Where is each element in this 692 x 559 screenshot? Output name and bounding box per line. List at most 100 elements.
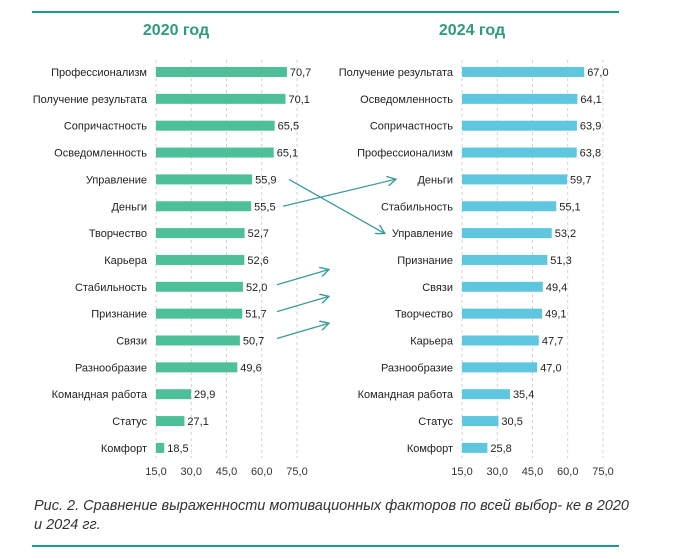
category-label: Деньги [111, 201, 147, 213]
data-label: 53,2 [555, 228, 576, 240]
x-tick-label: 15,0 [451, 466, 472, 478]
data-label: 50,7 [243, 336, 264, 348]
bar [156, 335, 240, 346]
data-label: 35,4 [513, 389, 534, 401]
bar [462, 174, 568, 185]
data-label: 49,1 [545, 309, 566, 321]
bar [462, 254, 548, 265]
data-label: 64,1 [580, 94, 601, 106]
bar [156, 362, 238, 373]
bar [462, 147, 577, 158]
bar [462, 67, 585, 77]
data-label: 59,7 [570, 174, 591, 186]
bar [156, 389, 192, 400]
bar [462, 281, 543, 292]
category-label: Разнообразие [381, 362, 453, 374]
x-tick-label: 75,0 [592, 466, 613, 478]
category-label: Стабильность [75, 282, 147, 294]
data-label: 52,0 [246, 282, 267, 294]
chart-2020: 2020 год Профессионализм 70,7 Получение рез… [33, 22, 312, 478]
data-label: 47,7 [542, 336, 563, 348]
chart-2024: 2024 год Получение результата 67,0 Осведомл… [339, 22, 614, 478]
category-label: Творчество [395, 309, 453, 321]
category-label: Получение результата [33, 94, 148, 106]
bar [156, 228, 245, 239]
bar [462, 442, 488, 453]
data-label: 55,5 [254, 201, 275, 213]
bar [156, 442, 165, 453]
data-label: 30,5 [501, 416, 522, 428]
data-label: 70,1 [288, 94, 309, 106]
chart-title: 2020 год [143, 22, 209, 39]
x-tick-label: 45,0 [216, 466, 237, 478]
bar [462, 228, 552, 239]
bar [156, 416, 185, 427]
x-tick-label: 45,0 [522, 466, 543, 478]
bottom-rule [32, 545, 619, 547]
data-label: 65,1 [277, 148, 298, 160]
data-label: 29,9 [194, 389, 215, 401]
data-label: 52,6 [247, 255, 268, 267]
data-label: 51,7 [245, 309, 266, 321]
x-tick-label: 75,0 [286, 466, 307, 478]
data-label: 67,0 [587, 67, 608, 79]
data-label: 18,5 [167, 443, 188, 455]
category-label: Сопричастность [370, 121, 453, 133]
category-label: Осведомленность [360, 94, 453, 106]
category-label: Признание [397, 255, 453, 267]
bar [462, 362, 538, 373]
category-label: Статус [418, 416, 453, 428]
bar [462, 201, 557, 212]
data-label: 63,9 [580, 121, 601, 133]
bar [156, 308, 243, 319]
bar [156, 93, 286, 104]
category-label: Управление [392, 228, 453, 240]
bar [462, 308, 543, 319]
data-label: 65,5 [278, 121, 299, 133]
top-rule [32, 11, 619, 13]
x-tick-label: 30,0 [181, 466, 202, 478]
x-tick-label: 30,0 [487, 466, 508, 478]
data-label: 70,7 [290, 67, 311, 79]
bar [462, 389, 510, 400]
x-tick-label: 15,0 [145, 466, 166, 478]
rank-arrow [276, 324, 328, 340]
x-tick-label: 60,0 [557, 466, 578, 478]
bar [156, 174, 253, 185]
category-label: Стабильность [381, 201, 453, 213]
category-label: Комфорт [407, 443, 453, 455]
data-label: 63,8 [580, 148, 601, 160]
bar [156, 147, 274, 158]
data-label: 27,1 [187, 416, 208, 428]
figure-caption: Рис. 2. Сравнение выраженности мотивацио… [34, 498, 629, 533]
category-label: Деньги [417, 174, 453, 186]
data-label: 55,9 [255, 174, 276, 186]
data-label: 47,0 [540, 362, 561, 374]
category-label: Карьера [410, 336, 454, 348]
bar [156, 201, 252, 212]
bar [462, 335, 539, 346]
data-label: 49,4 [546, 282, 567, 294]
bar [156, 254, 245, 265]
rank-arrow [276, 270, 328, 286]
bar [462, 93, 578, 104]
motivation-comparison-chart: 2020 год Профессионализм 70,7 Получение рез… [33, 22, 614, 478]
category-label: Сопричастность [64, 121, 147, 133]
category-label: Творчество [89, 228, 147, 240]
chart-title: 2024 год [439, 22, 505, 39]
category-label: Статус [112, 416, 147, 428]
bar [156, 67, 287, 77]
data-label: 25,8 [490, 443, 511, 455]
data-label: 51,3 [550, 255, 571, 267]
category-label: Признание [91, 309, 147, 321]
rank-change-arrows [276, 178, 395, 340]
rank-arrow [282, 179, 395, 207]
x-tick-label: 60,0 [251, 466, 272, 478]
data-label: 49,6 [240, 362, 261, 374]
category-label: Осведомленность [54, 148, 147, 160]
category-label: Связи [422, 282, 453, 294]
rank-arrow [288, 178, 384, 233]
bar [462, 120, 577, 131]
category-label: Профессионализм [51, 67, 147, 79]
rank-arrow [276, 297, 328, 313]
